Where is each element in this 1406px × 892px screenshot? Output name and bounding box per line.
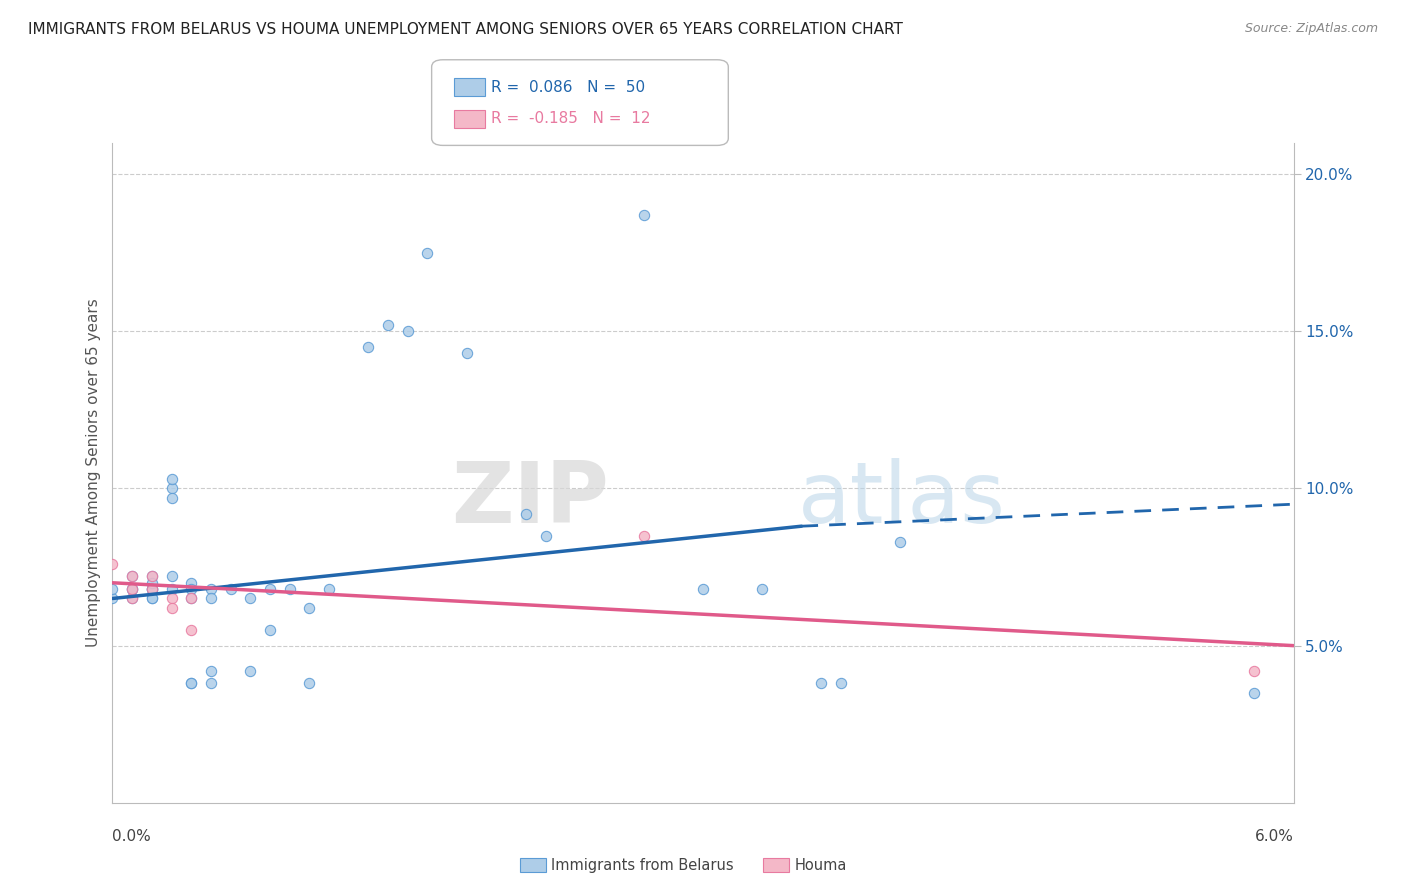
Point	[141, 591, 163, 606]
Point	[830, 676, 852, 690]
Text: Immigrants from Belarus: Immigrants from Belarus	[551, 858, 734, 872]
Point	[141, 569, 163, 583]
Point	[141, 582, 163, 596]
Point	[121, 591, 143, 606]
Point	[396, 324, 419, 338]
Point	[298, 601, 321, 615]
Point	[200, 664, 222, 678]
Text: IMMIGRANTS FROM BELARUS VS HOUMA UNEMPLOYMENT AMONG SENIORS OVER 65 YEARS CORREL: IMMIGRANTS FROM BELARUS VS HOUMA UNEMPLO…	[28, 22, 903, 37]
Point	[121, 591, 143, 606]
Point	[239, 664, 262, 678]
Point	[357, 340, 380, 354]
Point	[160, 472, 183, 486]
Point	[1243, 664, 1265, 678]
Point	[259, 623, 281, 637]
Y-axis label: Unemployment Among Seniors over 65 years: Unemployment Among Seniors over 65 years	[86, 299, 101, 647]
Point	[200, 582, 222, 596]
Point	[141, 569, 163, 583]
Point	[141, 591, 163, 606]
Point	[101, 582, 124, 596]
Point	[259, 582, 281, 596]
Point	[200, 676, 222, 690]
Point	[160, 482, 183, 496]
Point	[101, 557, 124, 571]
Point	[633, 528, 655, 542]
Point	[141, 575, 163, 590]
Point	[278, 582, 301, 596]
Point	[180, 591, 202, 606]
Text: R =  -0.185   N =  12: R = -0.185 N = 12	[491, 112, 650, 126]
Point	[121, 582, 143, 596]
Point	[101, 591, 124, 606]
Point	[180, 623, 202, 637]
Point	[1243, 686, 1265, 700]
Point	[416, 245, 439, 260]
Point	[180, 676, 202, 690]
Point	[239, 591, 262, 606]
Text: atlas: atlas	[797, 458, 1005, 541]
Text: 6.0%: 6.0%	[1254, 830, 1294, 844]
Point	[141, 582, 163, 596]
Point	[515, 507, 537, 521]
Point	[160, 582, 183, 596]
Point	[160, 491, 183, 505]
Point	[121, 569, 143, 583]
Point	[121, 582, 143, 596]
Text: R =  0.086   N =  50: R = 0.086 N = 50	[491, 80, 645, 95]
Text: 0.0%: 0.0%	[112, 830, 152, 844]
Point	[751, 582, 773, 596]
Point	[219, 582, 242, 596]
Point	[141, 582, 163, 596]
Point	[377, 318, 399, 332]
Point	[534, 528, 557, 542]
Point	[200, 591, 222, 606]
Point	[121, 582, 143, 596]
Point	[633, 208, 655, 222]
Point	[180, 582, 202, 596]
Point	[318, 582, 340, 596]
Point	[692, 582, 714, 596]
Point	[160, 591, 183, 606]
Text: ZIP: ZIP	[451, 458, 609, 541]
Text: Houma: Houma	[794, 858, 846, 872]
Point	[180, 591, 202, 606]
Point	[160, 601, 183, 615]
Point	[180, 575, 202, 590]
Point	[456, 346, 478, 360]
Point	[298, 676, 321, 690]
Point	[121, 569, 143, 583]
Point	[160, 569, 183, 583]
Point	[141, 582, 163, 596]
Point	[810, 676, 832, 690]
Text: Source: ZipAtlas.com: Source: ZipAtlas.com	[1244, 22, 1378, 36]
Point	[889, 535, 911, 549]
Point	[180, 676, 202, 690]
